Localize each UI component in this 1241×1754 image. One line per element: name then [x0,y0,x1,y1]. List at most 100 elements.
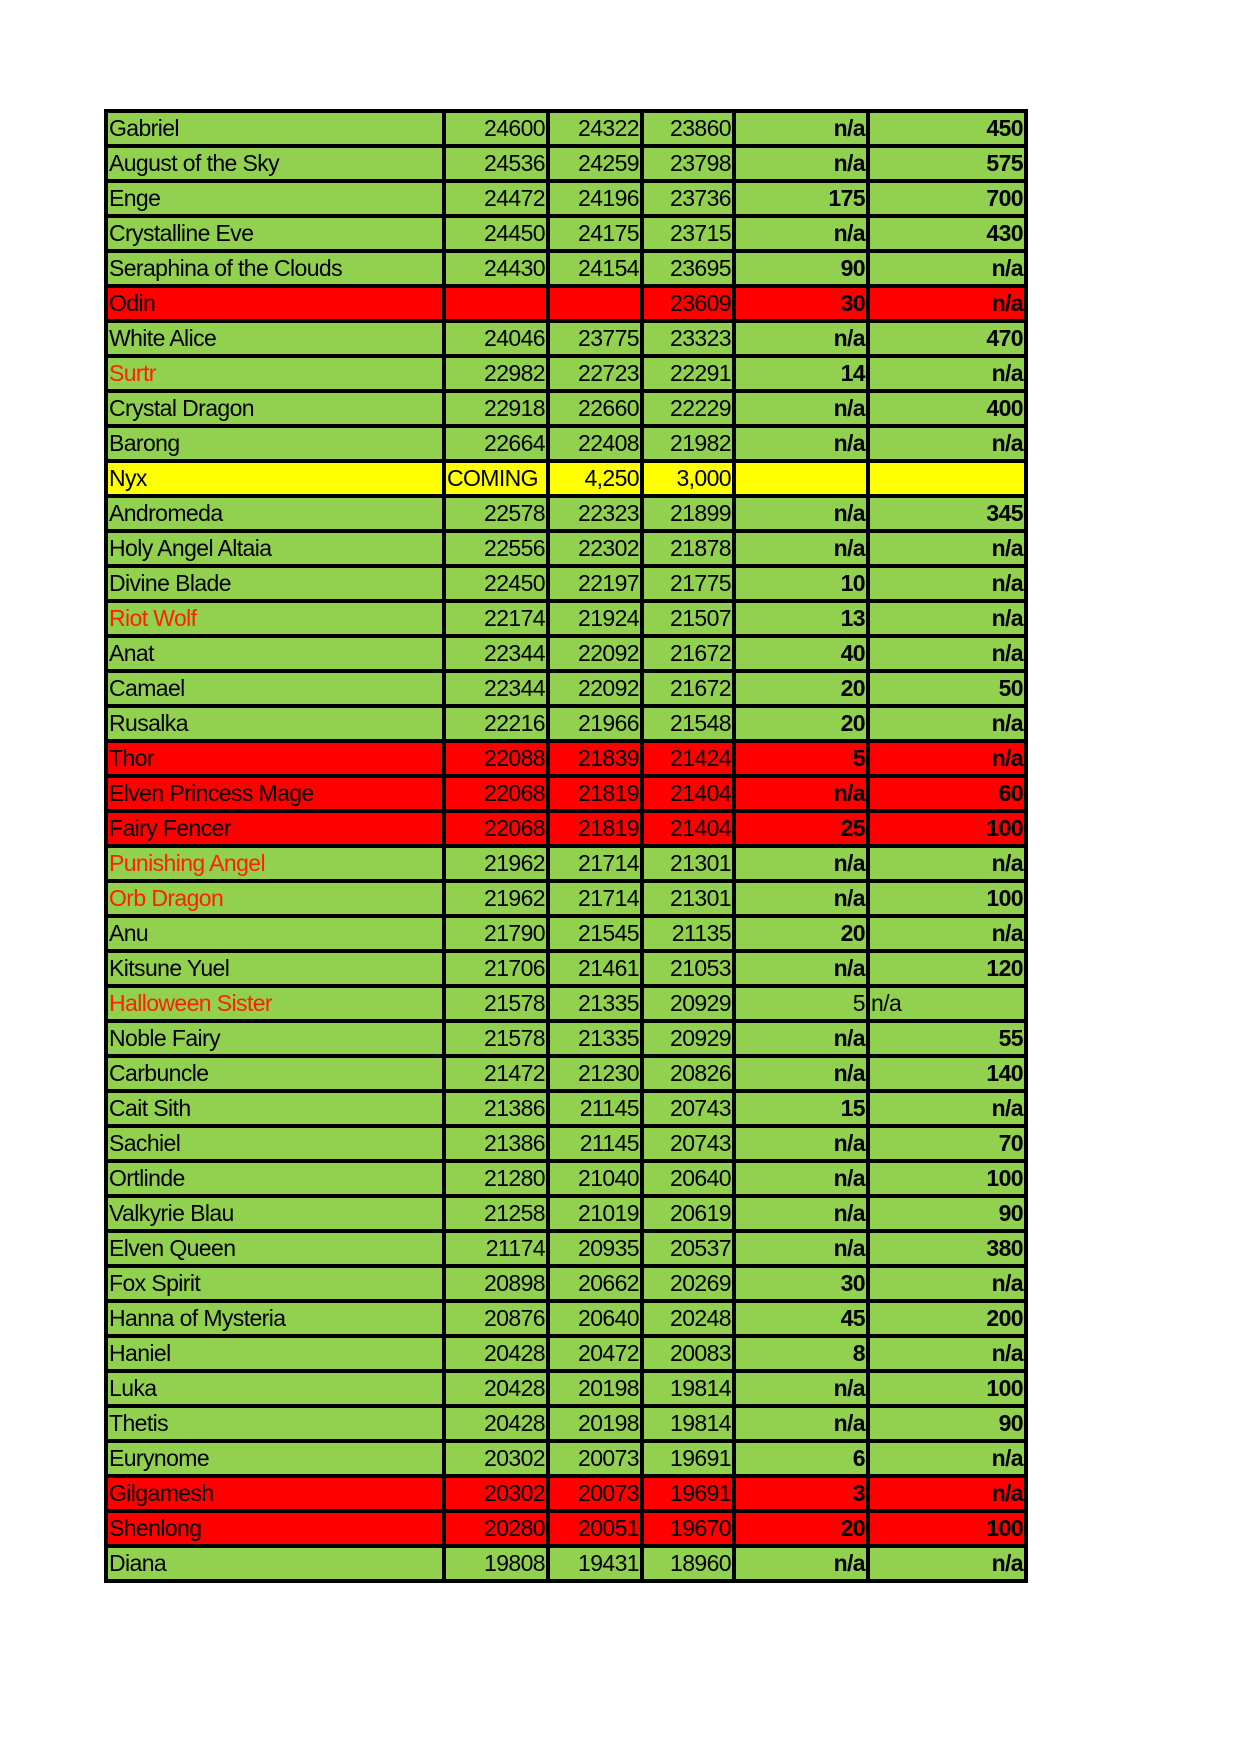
value-cell-4[interactable]: 175 [732,179,870,218]
value-cell-1[interactable]: 22918 [442,389,550,428]
value-cell-4[interactable]: 90 [732,249,870,288]
value-cell-5[interactable]: 100 [866,1509,1028,1548]
value-cell-3[interactable]: 20269 [640,1264,736,1303]
name-cell[interactable]: Andromeda [104,494,446,533]
value-cell-4[interactable]: 15 [732,1089,870,1128]
value-cell-5[interactable]: 430 [866,214,1028,253]
value-cell-4[interactable]: 30 [732,284,870,323]
name-cell[interactable]: Seraphina of the Clouds [104,249,446,288]
value-cell-4[interactable]: 5 [732,984,870,1023]
value-cell-2[interactable]: 19431 [546,1544,644,1583]
name-cell[interactable]: Barong [104,424,446,463]
value-cell-1[interactable]: 22344 [442,669,550,708]
name-cell[interactable]: Haniel [104,1334,446,1373]
value-cell-2[interactable]: 21145 [546,1089,644,1128]
value-cell-4[interactable]: 8 [732,1334,870,1373]
value-cell-1[interactable]: 24450 [442,214,550,253]
value-cell-3[interactable]: 23715 [640,214,736,253]
value-cell-1[interactable]: 22344 [442,634,550,673]
value-cell-3[interactable]: 20743 [640,1124,736,1163]
value-cell-1[interactable]: 22450 [442,564,550,603]
value-cell-5[interactable]: 470 [866,319,1028,358]
name-cell[interactable]: Odin [104,284,446,323]
value-cell-4[interactable]: n/a [732,1124,870,1163]
value-cell-2[interactable]: 21714 [546,844,644,883]
name-cell[interactable]: Surtr [104,354,446,393]
name-cell[interactable]: Luka [104,1369,446,1408]
value-cell-5[interactable]: n/a [866,1439,1028,1478]
value-cell-5[interactable]: n/a [866,704,1028,743]
value-cell-1[interactable]: 20302 [442,1439,550,1478]
name-cell[interactable]: Diana [104,1544,446,1583]
value-cell-2[interactable]: 21461 [546,949,644,988]
value-cell-2[interactable]: 22408 [546,424,644,463]
name-cell[interactable]: Camael [104,669,446,708]
value-cell-3[interactable]: 21135 [640,914,736,953]
value-cell-3[interactable]: 18960 [640,1544,736,1583]
value-cell-4[interactable]: n/a [732,214,870,253]
name-cell[interactable]: Fox Spirit [104,1264,446,1303]
value-cell-1[interactable]: 21578 [442,1019,550,1058]
value-cell-5[interactable]: 450 [866,109,1028,148]
value-cell-5[interactable]: 100 [866,809,1028,848]
value-cell-2[interactable]: 20198 [546,1404,644,1443]
name-cell[interactable]: Elven Princess Mage [104,774,446,813]
value-cell-5[interactable]: n/a [866,1264,1028,1303]
value-cell-2[interactable]: 22723 [546,354,644,393]
value-cell-1[interactable]: 22556 [442,529,550,568]
value-cell-2[interactable]: 21819 [546,774,644,813]
value-cell-2[interactable]: 21335 [546,984,644,1023]
value-cell-2[interactable]: 21714 [546,879,644,918]
value-cell-1[interactable]: 20428 [442,1404,550,1443]
value-cell-5[interactable]: n/a [866,1334,1028,1373]
value-cell-3[interactable]: 21899 [640,494,736,533]
value-cell-3[interactable]: 19814 [640,1369,736,1408]
value-cell-5[interactable]: n/a [866,984,1028,1023]
value-cell-5[interactable]: n/a [866,1474,1028,1513]
value-cell-2[interactable]: 24154 [546,249,644,288]
value-cell-2[interactable]: 21924 [546,599,644,638]
value-cell-5[interactable]: 140 [866,1054,1028,1093]
value-cell-5[interactable]: n/a [866,1544,1028,1583]
value-cell-1[interactable]: COMING [442,459,550,498]
name-cell[interactable]: Riot Wolf [104,599,446,638]
value-cell-2[interactable]: 23775 [546,319,644,358]
value-cell-3[interactable]: 23798 [640,144,736,183]
value-cell-1[interactable]: 24536 [442,144,550,183]
value-cell-2[interactable]: 22197 [546,564,644,603]
name-cell[interactable]: Kitsune Yuel [104,949,446,988]
name-cell[interactable]: Orb Dragon [104,879,446,918]
value-cell-2[interactable]: 24196 [546,179,644,218]
value-cell-4[interactable]: 25 [732,809,870,848]
name-cell[interactable]: Halloween Sister [104,984,446,1023]
value-cell-3[interactable]: 20537 [640,1229,736,1268]
value-cell-5[interactable]: n/a [866,739,1028,778]
name-cell[interactable]: Crystalline Eve [104,214,446,253]
value-cell-3[interactable]: 23860 [640,109,736,148]
name-cell[interactable]: Ortlinde [104,1159,446,1198]
value-cell-4[interactable]: n/a [732,1194,870,1233]
value-cell-1[interactable]: 20428 [442,1334,550,1373]
value-cell-4[interactable]: n/a [732,1054,870,1093]
value-cell-3[interactable]: 20826 [640,1054,736,1093]
value-cell-4[interactable]: 13 [732,599,870,638]
value-cell-1[interactable]: 21258 [442,1194,550,1233]
value-cell-1[interactable]: 21472 [442,1054,550,1093]
value-cell-3[interactable]: 3,000 [640,459,736,498]
value-cell-3[interactable]: 21404 [640,774,736,813]
value-cell-2[interactable]: 20640 [546,1299,644,1338]
value-cell-4[interactable]: 20 [732,669,870,708]
name-cell[interactable]: Anat [104,634,446,673]
value-cell-3[interactable]: 23695 [640,249,736,288]
value-cell-3[interactable]: 21878 [640,529,736,568]
value-cell-4[interactable]: n/a [732,529,870,568]
value-cell-5[interactable]: n/a [866,634,1028,673]
value-cell-2[interactable]: 21545 [546,914,644,953]
value-cell-1[interactable]: 20876 [442,1299,550,1338]
name-cell[interactable]: Eurynome [104,1439,446,1478]
name-cell[interactable]: August of the Sky [104,144,446,183]
value-cell-2[interactable]: 22660 [546,389,644,428]
value-cell-5[interactable]: 50 [866,669,1028,708]
value-cell-1[interactable]: 21790 [442,914,550,953]
value-cell-5[interactable] [866,459,1028,498]
